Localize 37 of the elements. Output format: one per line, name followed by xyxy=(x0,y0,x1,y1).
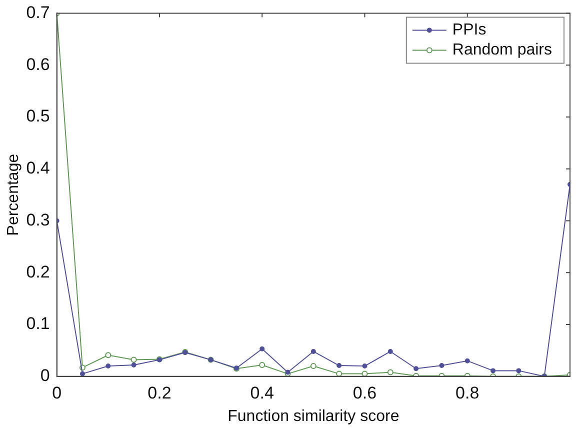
legend-label: PPIs xyxy=(452,22,486,39)
y-tick-label: 0 xyxy=(40,366,50,386)
point xyxy=(464,358,470,364)
point xyxy=(516,368,522,374)
point xyxy=(130,356,137,363)
point xyxy=(310,363,316,370)
y-tick-label: 0.1 xyxy=(26,314,50,334)
y-axis-title: Percentage xyxy=(5,154,22,236)
y-tick-label: 0.7 xyxy=(26,2,50,22)
point xyxy=(439,363,444,368)
point xyxy=(310,348,316,354)
point xyxy=(414,366,419,372)
point xyxy=(105,352,112,358)
legend-label: Random pairs xyxy=(452,42,552,59)
point xyxy=(388,348,393,354)
point xyxy=(106,364,111,369)
point xyxy=(387,369,394,376)
point xyxy=(259,362,266,368)
y-tick-label: 0.2 xyxy=(26,262,50,282)
point xyxy=(336,363,342,368)
x-tick-label: 0.6 xyxy=(352,383,377,402)
x-tick-label: 0.4 xyxy=(250,383,274,402)
x-tick-label: 0 xyxy=(52,383,62,402)
x-tick-label: 0.8 xyxy=(456,383,480,402)
point xyxy=(362,364,368,369)
point xyxy=(260,346,265,352)
x-tick-label: 0.2 xyxy=(148,383,172,402)
point xyxy=(336,370,342,376)
y-tick-label: 0.5 xyxy=(26,106,50,126)
y-tick-label: 0.4 xyxy=(26,158,50,178)
point xyxy=(362,370,368,376)
y-tick-label: 0.6 xyxy=(26,54,50,74)
point xyxy=(131,362,136,368)
point xyxy=(80,371,85,376)
x-axis-title: Function similarity score xyxy=(228,408,400,425)
point xyxy=(490,368,496,374)
y-tick-label: 0.3 xyxy=(26,210,50,230)
